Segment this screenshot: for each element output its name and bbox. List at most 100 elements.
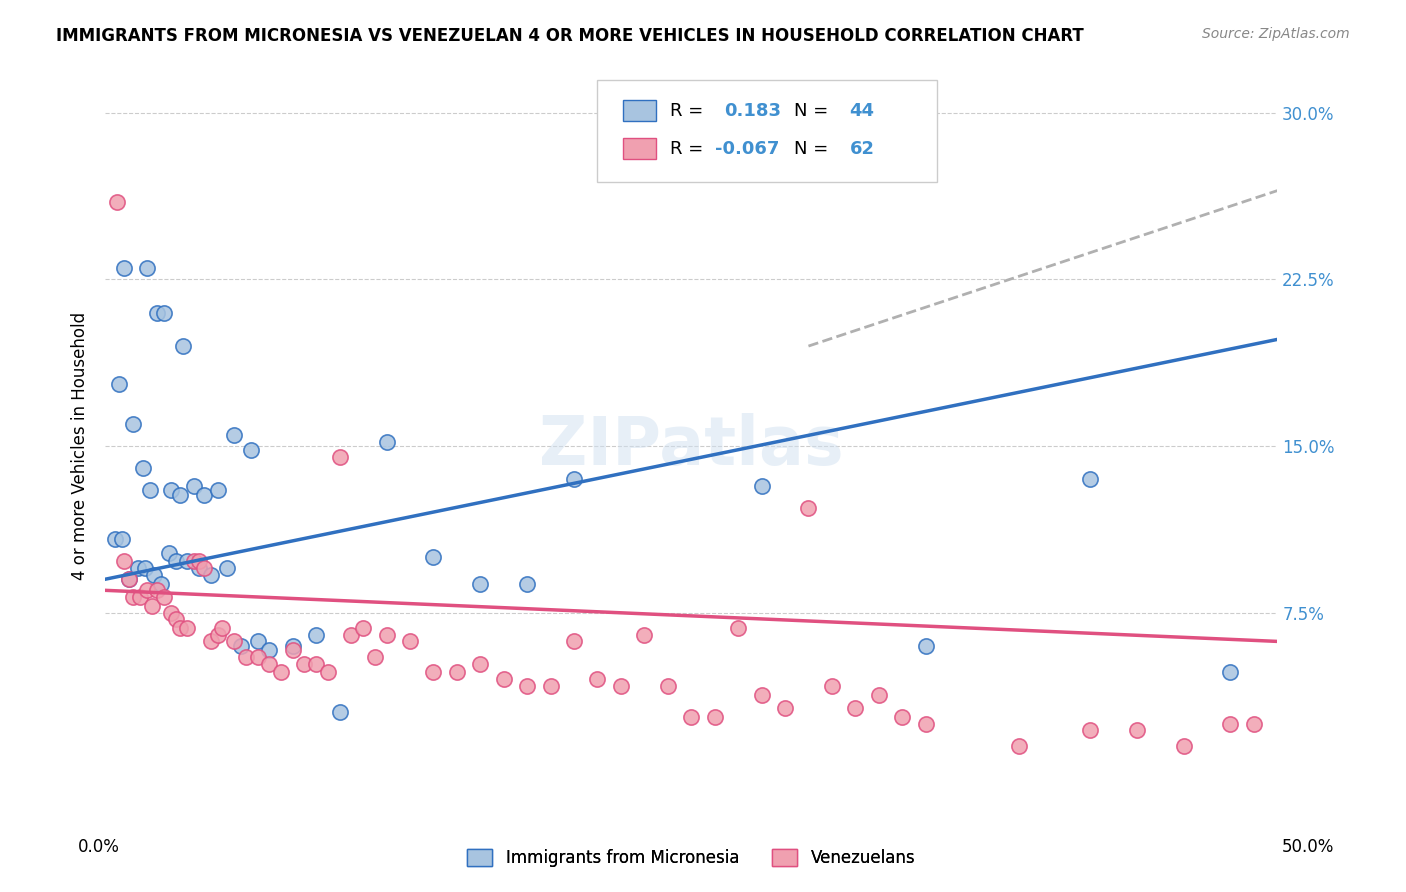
Point bbox=[143, 567, 166, 582]
Point bbox=[281, 639, 304, 653]
Text: 50.0%: 50.0% bbox=[1281, 838, 1334, 855]
Point bbox=[422, 665, 444, 680]
Point bbox=[891, 710, 914, 724]
Point bbox=[157, 545, 180, 559]
Point bbox=[172, 339, 194, 353]
Text: R =: R = bbox=[671, 139, 709, 158]
Point bbox=[153, 590, 176, 604]
Point bbox=[146, 583, 169, 598]
Point bbox=[259, 657, 281, 671]
Point bbox=[224, 428, 246, 442]
Point bbox=[103, 533, 125, 547]
Point bbox=[112, 261, 135, 276]
Point bbox=[193, 561, 215, 575]
Point bbox=[259, 643, 281, 657]
Point bbox=[610, 679, 633, 693]
Point bbox=[211, 621, 233, 635]
Point bbox=[239, 443, 262, 458]
Text: 44: 44 bbox=[849, 102, 875, 120]
Point bbox=[422, 549, 444, 564]
Point bbox=[217, 561, 239, 575]
Y-axis label: 4 or more Vehicles in Household: 4 or more Vehicles in Household bbox=[72, 312, 89, 580]
Point bbox=[281, 643, 304, 657]
Point bbox=[160, 483, 183, 498]
Point bbox=[562, 634, 585, 648]
Point bbox=[122, 590, 145, 604]
Point bbox=[246, 649, 269, 664]
Point bbox=[868, 688, 890, 702]
Point bbox=[136, 261, 159, 276]
Point bbox=[146, 306, 169, 320]
Text: -0.067: -0.067 bbox=[714, 139, 779, 158]
Text: R =: R = bbox=[671, 102, 709, 120]
Point bbox=[751, 688, 773, 702]
Point bbox=[586, 672, 609, 686]
Point bbox=[1243, 716, 1265, 731]
Point bbox=[183, 479, 205, 493]
Point bbox=[150, 576, 173, 591]
Point bbox=[1078, 472, 1101, 486]
Text: 62: 62 bbox=[849, 139, 875, 158]
Point bbox=[470, 657, 492, 671]
Point bbox=[122, 417, 145, 431]
FancyBboxPatch shape bbox=[598, 80, 938, 182]
Point bbox=[399, 634, 422, 648]
Point bbox=[129, 590, 152, 604]
Point bbox=[751, 479, 773, 493]
FancyBboxPatch shape bbox=[623, 138, 657, 159]
Point bbox=[329, 450, 352, 464]
Point bbox=[118, 572, 141, 586]
Point bbox=[516, 576, 538, 591]
Point bbox=[821, 679, 844, 693]
Point bbox=[375, 628, 398, 642]
Text: N =: N = bbox=[794, 102, 834, 120]
Text: 0.0%: 0.0% bbox=[77, 838, 120, 855]
Text: Source: ZipAtlas.com: Source: ZipAtlas.com bbox=[1202, 27, 1350, 41]
Text: 0.183: 0.183 bbox=[724, 102, 782, 120]
Text: ZIPatlas: ZIPatlas bbox=[538, 413, 844, 479]
Point bbox=[727, 621, 749, 635]
Point bbox=[160, 606, 183, 620]
Point bbox=[352, 621, 374, 635]
Point bbox=[681, 710, 703, 724]
Point bbox=[540, 679, 562, 693]
Point bbox=[1219, 665, 1241, 680]
Point bbox=[111, 533, 134, 547]
Point bbox=[773, 701, 796, 715]
Point bbox=[176, 554, 198, 568]
Point bbox=[127, 561, 149, 575]
Text: N =: N = bbox=[794, 139, 834, 158]
Legend: Immigrants from Micronesia, Venezuelans: Immigrants from Micronesia, Venezuelans bbox=[458, 841, 924, 876]
Point bbox=[470, 576, 492, 591]
Point bbox=[516, 679, 538, 693]
Point bbox=[316, 665, 339, 680]
Point bbox=[108, 376, 131, 391]
Point bbox=[1008, 739, 1031, 753]
Point bbox=[305, 628, 328, 642]
Point bbox=[340, 628, 363, 642]
Point bbox=[207, 628, 229, 642]
Point bbox=[169, 488, 191, 502]
Point bbox=[914, 639, 936, 653]
Point bbox=[657, 679, 679, 693]
Point bbox=[1078, 723, 1101, 738]
Point bbox=[132, 461, 155, 475]
Point bbox=[231, 639, 253, 653]
Point bbox=[1173, 739, 1195, 753]
Point bbox=[183, 554, 205, 568]
Point bbox=[193, 488, 215, 502]
Point bbox=[176, 621, 198, 635]
Point bbox=[1125, 723, 1147, 738]
Point bbox=[1219, 716, 1241, 731]
Point bbox=[329, 706, 352, 720]
Point bbox=[703, 710, 725, 724]
Point bbox=[797, 501, 820, 516]
Point bbox=[633, 628, 655, 642]
Point bbox=[562, 472, 585, 486]
Point bbox=[105, 194, 128, 209]
Point bbox=[188, 554, 211, 568]
Point bbox=[446, 665, 468, 680]
Point bbox=[139, 483, 162, 498]
Point bbox=[270, 665, 292, 680]
Point bbox=[305, 657, 328, 671]
